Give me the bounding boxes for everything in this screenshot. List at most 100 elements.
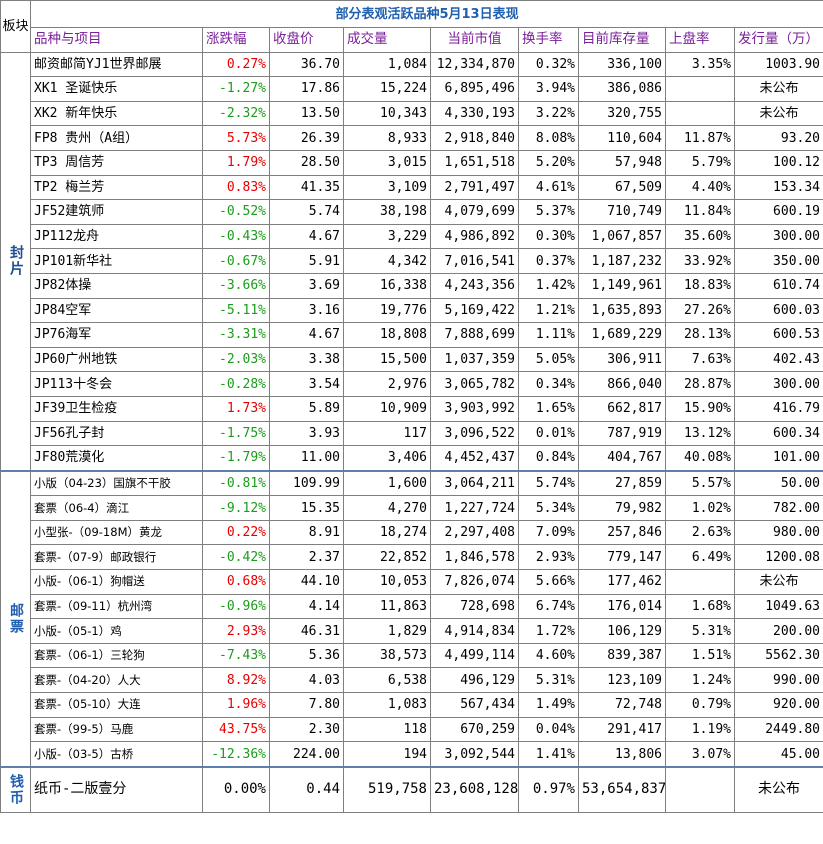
turnover: 5.74% [518, 469, 579, 497]
stock: 72,748 [578, 692, 666, 718]
table-row: JP112龙舟 -0.43% 4.67 3,229 4,986,892 0.30% 1,06… [1, 223, 823, 250]
turnover: 1.21% [518, 297, 579, 324]
turnover: 1.72% [518, 618, 579, 644]
close-price: 5.36 [269, 642, 344, 669]
volume: 519,758 [343, 765, 431, 813]
table-row: 封片 邮资邮简YJ1世界邮展 0.27% 36.70 1,084 12,334,870 0.… [0, 51, 823, 472]
stock: 1,187,232 [578, 248, 666, 274]
change-pct: -12.36% [202, 741, 270, 768]
close-price: 44.10 [269, 569, 344, 595]
turnover: 0.37% [518, 248, 579, 274]
up-rate: 1.24% [665, 667, 735, 694]
header-volume: 成交量 [343, 27, 431, 53]
change-pct: -1.27% [202, 76, 270, 102]
volume: 19,776 [343, 297, 431, 324]
volume: 16,338 [343, 272, 431, 299]
market-cap: 5,169,422 [430, 297, 519, 324]
close-price: 2.37 [269, 544, 344, 571]
turnover: 3.94% [518, 76, 579, 102]
up-rate: 13.12% [665, 420, 735, 447]
issue-amount: 2449.80 [733, 716, 823, 743]
up-rate: 0.79% [665, 692, 735, 718]
change-pct: -9.12% [202, 495, 270, 521]
market-cap: 4,079,699 [430, 199, 519, 225]
issue-amount: 300.00 [733, 371, 823, 397]
table-row: JP82体操 -3.66% 3.69 16,338 4,243,356 1.42% 1,14… [1, 272, 823, 299]
table-row: 套票-（09-11）杭州湾 -0.96% 4.14 11,863 728,698 6.74… [1, 593, 823, 620]
volume: 1,084 [343, 51, 431, 78]
stock: 257,846 [578, 519, 666, 546]
issue-amount: 100.12 [733, 149, 823, 176]
table-row: 小型张-（09-18M）黄龙 0.22% 8.91 18,274 2,297,408 7.… [1, 519, 823, 546]
market-cap: 1,037,359 [430, 346, 519, 373]
issue-amount: 50.00 [733, 469, 823, 497]
turnover: 5.66% [518, 569, 579, 595]
up-rate: 1.68% [665, 593, 735, 620]
turnover: 5.37% [518, 199, 579, 225]
table-row: JP101新华社 -0.67% 5.91 4,342 7,016,541 0.37% 1,1… [1, 248, 823, 274]
market-cap: 2,791,497 [430, 174, 519, 201]
stock: 320,755 [578, 100, 666, 127]
stock: 110,604 [578, 125, 666, 151]
table-row: 套票（06-4）滴江 -9.12% 15.35 4,270 1,227,724 5.34%… [1, 495, 823, 521]
title-row: 板块 部分表观活跃品种5月13日表现 [0, 0, 823, 53]
item-name: 套票-（04-20）人大 [30, 667, 203, 694]
change-pct: -0.81% [202, 469, 270, 497]
close-price: 109.99 [269, 469, 344, 497]
item-name: 纸币-二版壹分 [30, 765, 203, 813]
turnover: 5.34% [518, 495, 579, 521]
issue-amount: 600.19 [733, 199, 823, 225]
stock: 787,919 [578, 420, 666, 447]
item-name: 套票-（06-1）三轮狗 [30, 642, 203, 669]
up-rate: 11.84% [665, 199, 735, 225]
market-cap: 3,096,522 [430, 420, 519, 447]
issue-amount: 93.20 [733, 125, 823, 151]
issue-amount: 350.00 [733, 248, 823, 274]
market-cap: 1,846,578 [430, 544, 519, 571]
item-name: JF39卫生检疫 [30, 395, 203, 422]
item-name: JP82体操 [30, 272, 203, 299]
market-cap: 4,452,437 [430, 445, 519, 472]
close-price: 46.31 [269, 618, 344, 644]
item-name: 小版-（05-1）鸡 [30, 618, 203, 644]
issue-amount: 未公布 [733, 76, 823, 102]
issue-amount: 153.34 [733, 174, 823, 201]
issue-amount: 200.00 [733, 618, 823, 644]
table-row: FP8 贵州（A组） 5.73% 26.39 8,933 2,918,840 8.08% 1… [1, 125, 823, 151]
stock: 176,014 [578, 593, 666, 620]
item-name: 小型张-（09-18M）黄龙 [30, 519, 203, 546]
issue-amount: 600.53 [733, 322, 823, 348]
item-name: JP60广州地铁 [30, 346, 203, 373]
change-pct: 1.73% [202, 395, 270, 422]
header-name: 品种与项目 [30, 27, 203, 53]
up-rate: 1.02% [665, 495, 735, 521]
turnover: 5.05% [518, 346, 579, 373]
up-rate: 28.87% [665, 371, 735, 397]
stock: 404,767 [578, 445, 666, 472]
table-row: XK1 圣诞快乐 -1.27% 17.86 15,224 6,895,496 3.94% 3… [1, 76, 823, 102]
turnover: 1.49% [518, 692, 579, 718]
market-cap: 4,330,193 [430, 100, 519, 127]
up-rate: 5.79% [665, 149, 735, 176]
volume: 10,343 [343, 100, 431, 127]
item-name: 套票-（09-11）杭州湾 [30, 593, 203, 620]
stock: 13,806 [578, 741, 666, 768]
issue-amount: 45.00 [733, 741, 823, 768]
turnover: 5.20% [518, 149, 579, 176]
turnover: 1.11% [518, 322, 579, 348]
change-pct: 2.93% [202, 618, 270, 644]
volume: 18,808 [343, 322, 431, 348]
table-row: JF80荒漠化 -1.79% 11.00 3,406 4,452,437 0.84% 404… [1, 445, 823, 472]
item-name: 邮资邮简YJ1世界邮展 [30, 51, 203, 78]
turnover: 6.74% [518, 593, 579, 620]
market-cap: 7,888,699 [430, 322, 519, 348]
change-pct: 5.73% [202, 125, 270, 151]
issue-amount: 300.00 [733, 223, 823, 250]
market-cap: 4,243,356 [430, 272, 519, 299]
issue-amount: 5562.30 [733, 642, 823, 669]
volume: 6,538 [343, 667, 431, 694]
market-cap: 3,065,782 [430, 371, 519, 397]
issue-amount: 610.74 [733, 272, 823, 299]
change-pct: -2.03% [202, 346, 270, 373]
issue-amount: 600.34 [733, 420, 823, 447]
